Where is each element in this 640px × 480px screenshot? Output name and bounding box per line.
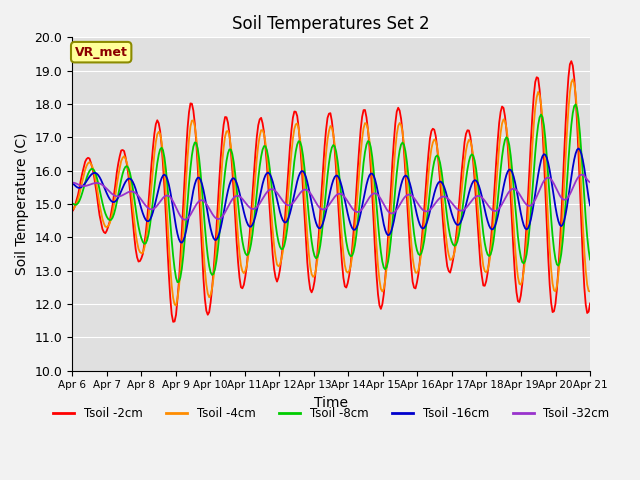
Tsoil -16cm	[575, 145, 582, 151]
Line: Tsoil -2cm: Tsoil -2cm	[72, 61, 590, 322]
Tsoil -4cm	[586, 288, 594, 294]
Line: Tsoil -4cm: Tsoil -4cm	[72, 80, 590, 306]
Tsoil -16cm	[559, 222, 566, 228]
Tsoil -4cm	[569, 77, 577, 83]
Tsoil -8cm	[132, 205, 140, 211]
Line: Tsoil -8cm: Tsoil -8cm	[72, 105, 590, 282]
Tsoil -2cm	[559, 185, 566, 191]
Tsoil -2cm	[241, 274, 249, 280]
Tsoil -2cm	[568, 58, 575, 64]
Tsoil -4cm	[250, 192, 258, 197]
Line: Tsoil -32cm: Tsoil -32cm	[72, 175, 590, 220]
Tsoil -4cm	[241, 268, 249, 274]
Tsoil -4cm	[68, 206, 76, 212]
Tsoil -16cm	[250, 218, 258, 224]
Tsoil -32cm	[296, 190, 304, 196]
Tsoil -16cm	[132, 186, 140, 192]
Title: Soil Temperatures Set 2: Soil Temperatures Set 2	[232, 15, 430, 33]
Tsoil -8cm	[68, 201, 76, 206]
X-axis label: Time: Time	[314, 396, 348, 410]
Tsoil -16cm	[68, 181, 76, 187]
Tsoil -32cm	[586, 180, 594, 185]
Tsoil -8cm	[250, 219, 258, 225]
Tsoil -16cm	[296, 170, 304, 176]
Legend: Tsoil -2cm, Tsoil -4cm, Tsoil -8cm, Tsoil -16cm, Tsoil -32cm: Tsoil -2cm, Tsoil -4cm, Tsoil -8cm, Tsoi…	[48, 402, 614, 425]
Tsoil -32cm	[132, 190, 140, 196]
Tsoil -8cm	[586, 257, 594, 263]
Tsoil -16cm	[586, 203, 594, 208]
Tsoil -16cm	[224, 188, 232, 193]
Tsoil -32cm	[577, 172, 585, 178]
Tsoil -8cm	[296, 139, 304, 144]
Tsoil -2cm	[586, 300, 594, 306]
Tsoil -32cm	[224, 204, 232, 210]
Tsoil -4cm	[296, 136, 304, 142]
Y-axis label: Soil Temperature (C): Soil Temperature (C)	[15, 133, 29, 276]
Tsoil -8cm	[559, 239, 566, 244]
Tsoil -2cm	[68, 209, 76, 215]
Tsoil -4cm	[172, 303, 180, 309]
Tsoil -32cm	[181, 217, 189, 223]
Tsoil -2cm	[296, 142, 304, 147]
Tsoil -32cm	[68, 180, 76, 185]
Tsoil -8cm	[572, 102, 579, 108]
Tsoil -8cm	[173, 279, 181, 285]
Line: Tsoil -16cm: Tsoil -16cm	[72, 148, 590, 243]
Tsoil -32cm	[559, 196, 566, 202]
Tsoil -4cm	[559, 211, 566, 217]
Text: VR_met: VR_met	[75, 46, 127, 59]
Tsoil -8cm	[241, 250, 249, 256]
Tsoil -4cm	[132, 229, 140, 235]
Tsoil -16cm	[241, 215, 249, 220]
Tsoil -2cm	[250, 171, 258, 177]
Tsoil -2cm	[132, 246, 140, 252]
Tsoil -4cm	[224, 128, 232, 134]
Tsoil -32cm	[241, 200, 249, 205]
Tsoil -8cm	[224, 150, 232, 156]
Tsoil -2cm	[224, 120, 232, 126]
Tsoil -16cm	[178, 240, 186, 246]
Tsoil -2cm	[170, 319, 177, 324]
Tsoil -32cm	[250, 206, 258, 212]
